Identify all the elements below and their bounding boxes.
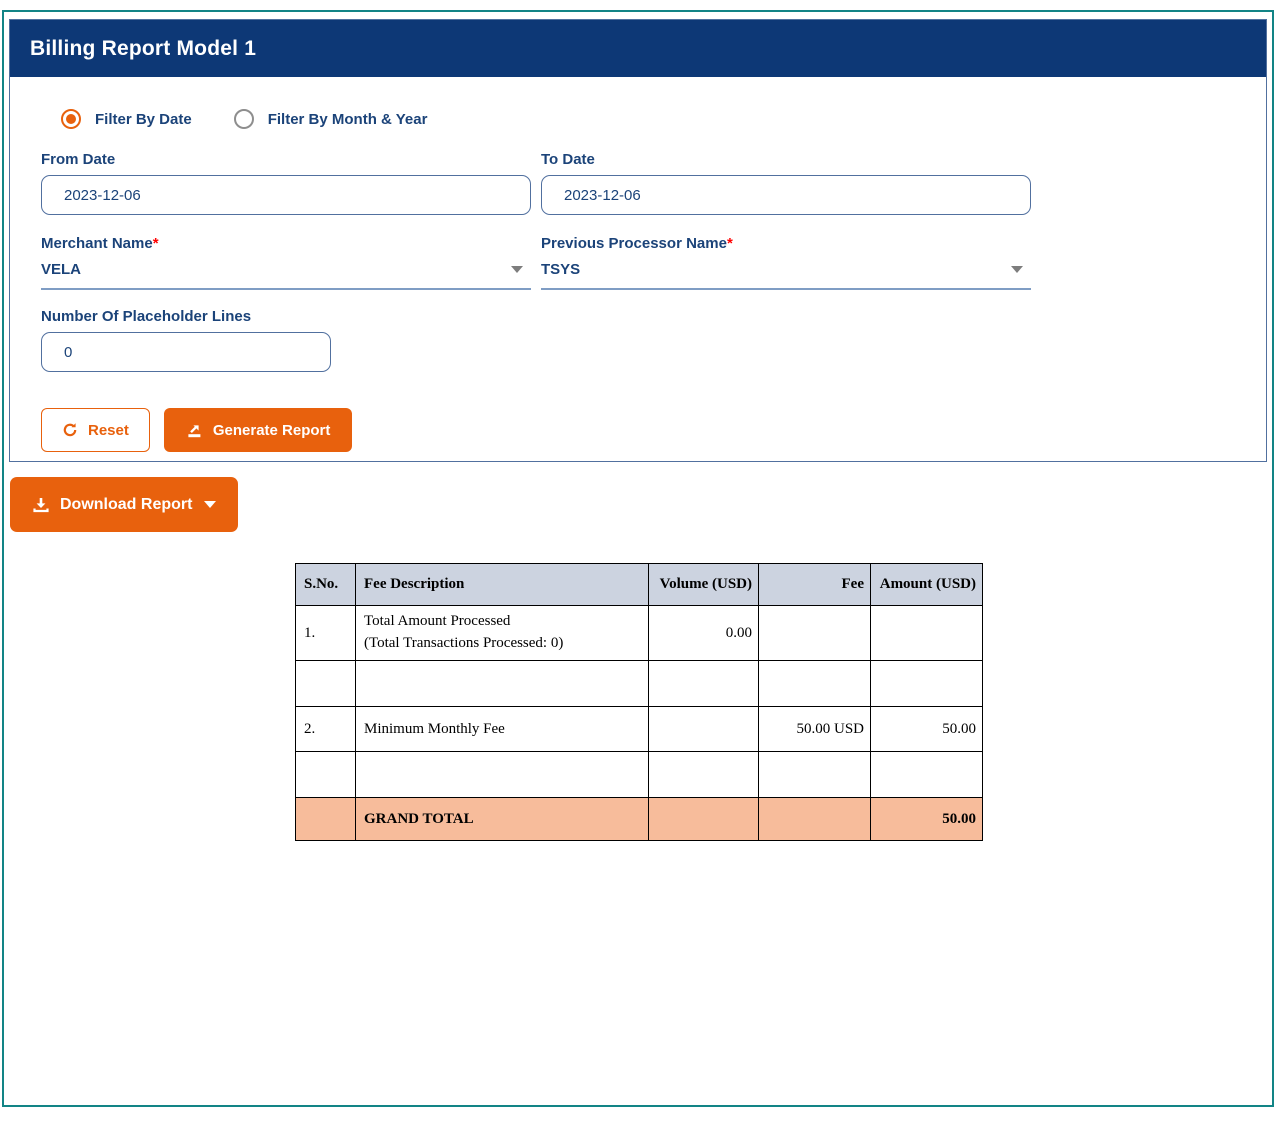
chevron-down-icon [1011,266,1023,273]
grand-total-amount: 50.00 [870,797,983,841]
placeholder-lines-label: Number Of Placeholder Lines [41,308,252,325]
page-header: Billing Report Model 1 [10,20,1266,77]
from-date-field: From Date [41,151,531,215]
to-date-field: To Date [541,151,1031,215]
cell-desc: Minimum Monthly Fee [355,706,649,752]
col-header-sno: S.No. [295,563,356,606]
cell-sno: 1. [295,605,356,661]
grand-total-label: GRAND TOTAL [355,797,649,841]
cell-fee [758,797,871,841]
refresh-icon [62,422,78,438]
cell-amount [870,605,983,661]
reset-button-label: Reset [88,421,129,439]
previous-processor-field: Previous Processor Name* TSYS [541,235,1031,290]
radio-unselected-icon [233,109,254,129]
radio-filter-by-date[interactable]: Filter By Date [61,109,192,129]
cell-amount [870,751,983,798]
merchant-name-label: Merchant Name [41,235,153,252]
col-header-volume: Volume (USD) [648,563,759,606]
cell-volume [648,797,759,841]
radio-filter-by-month-year[interactable]: Filter By Month & Year [233,109,428,129]
grand-total-row: GRAND TOTAL 50.00 [295,797,983,841]
cell-volume [648,751,759,798]
placeholder-lines-field: Number Of Placeholder Lines [41,308,331,372]
merchant-name-field: Merchant Name* VELA [41,235,531,290]
merchant-name-value: VELA [41,261,82,278]
previous-processor-value: TSYS [541,261,581,278]
table-row: 1. Total Amount Processed (Total Transac… [295,605,983,661]
fee-table-header: S.No. Fee Description Volume (USD) Fee A… [295,563,983,606]
cell-sno: 2. [295,706,356,752]
cell-fee [758,660,871,707]
cell-sno [295,660,356,707]
cell-desc [355,660,649,707]
cell-desc: Total Amount Processed (Total Transactio… [355,605,649,661]
cell-fee [758,751,871,798]
col-header-fee: Fee [758,563,871,606]
table-row [295,660,983,707]
merchant-name-select[interactable]: VELA [41,259,531,290]
cell-volume [648,660,759,707]
radio-filter-by-month-year-label: Filter By Month & Year [267,110,428,128]
cell-desc [355,751,649,798]
col-header-desc: Fee Description [355,563,649,606]
export-arrow-icon [186,422,203,439]
cell-sno [295,797,356,841]
cell-volume [648,706,759,752]
table-row: 2. Minimum Monthly Fee 50.00 USD 50.00 [295,706,983,752]
to-date-label: To Date [541,151,595,168]
placeholder-lines-input[interactable] [41,332,331,372]
cell-amount [870,660,983,707]
radio-filter-by-date-label: Filter By Date [95,110,192,128]
page-title: Billing Report Model 1 [30,36,257,60]
generate-report-button[interactable]: Generate Report [163,408,353,452]
filter-actions: Reset Generate Report [41,408,1234,452]
from-date-label: From Date [41,151,116,168]
caret-down-icon [204,501,217,508]
filter-form: Filter By Date Filter By Month & Year Fr… [10,77,1266,452]
table-row [295,751,983,798]
download-icon [32,496,50,514]
cell-sno [295,751,356,798]
from-date-input[interactable] [41,175,531,215]
cell-fee [758,605,871,661]
filter-mode-radio-group: Filter By Date Filter By Month & Year [61,109,1234,129]
to-date-input[interactable] [541,175,1031,215]
radio-selected-icon [61,109,81,129]
cell-volume: 0.00 [648,605,759,661]
reset-button[interactable]: Reset [41,408,150,452]
cell-amount: 50.00 [870,706,983,752]
col-header-amount: Amount (USD) [870,563,983,606]
processor-required-asterisk: * [726,235,733,252]
chevron-down-icon [511,266,523,273]
filter-panel: Billing Report Model 1 Filter By Date Fi… [9,19,1267,462]
cell-fee: 50.00 USD [758,706,871,752]
page-frame: Billing Report Model 1 Filter By Date Fi… [2,10,1274,1107]
download-report-button[interactable]: Download Report [10,477,239,532]
previous-processor-label: Previous Processor Name [541,235,727,252]
download-report-button-label: Download Report [60,495,193,513]
fee-table: S.No. Fee Description Volume (USD) Fee A… [295,563,983,841]
merchant-required-asterisk: * [152,235,159,252]
generate-report-button-label: Generate Report [212,421,331,439]
previous-processor-select[interactable]: TSYS [541,259,1031,290]
